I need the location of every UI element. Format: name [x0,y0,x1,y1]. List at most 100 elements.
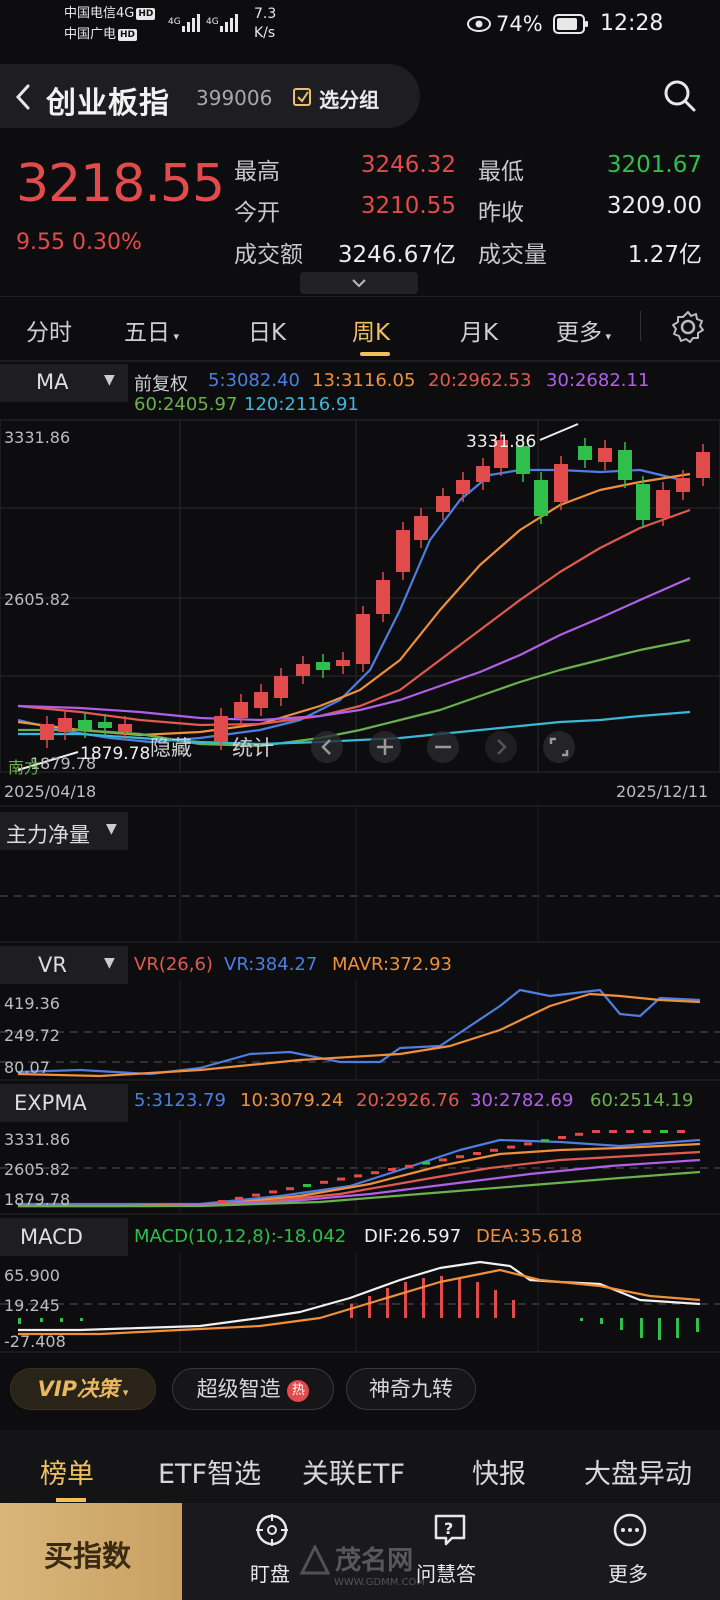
vr-line [17,988,701,1076]
candle [676,478,690,492]
zoom-in-button[interactable] [368,730,402,768]
low-marker: 1879.78 [80,744,151,764]
add-group-button[interactable]: 选分组 [292,84,379,113]
expma10-value: 10:3079.24 [240,1090,344,1111]
expma-candle [507,1145,515,1149]
more-icon[interactable] [612,1512,648,1552]
gear-icon [672,311,704,343]
tab-weekly-k[interactable]: 周K [352,320,391,346]
add-group-label: 选分组 [319,88,380,112]
vr-y2: 249.72 [4,1026,60,1045]
high-marker: 3331.86 [466,432,537,452]
ma-indicator-select[interactable]: MA ▼ [0,364,128,402]
tab-ranking[interactable]: 榜单 [40,1459,94,1490]
expma-y2: 2605.82 [4,1160,71,1179]
candle [336,660,350,666]
ma120-value: 120:2116.91 [244,394,359,415]
macd-indicator-select[interactable]: MACD [0,1218,128,1256]
watermark-logo-icon [299,1543,331,1575]
candle [554,464,568,502]
macd-bar-up [386,1288,389,1318]
tab-related-etf[interactable]: 关联ETF [302,1459,406,1490]
expma60-line [18,1170,701,1208]
macd-bar-down [658,1318,661,1340]
back-button[interactable] [10,80,38,118]
candle [656,490,670,518]
tab-market-alert[interactable]: 大盘异动 [584,1459,692,1490]
battery-percent: 74% [496,12,543,36]
expma-candle [558,1136,566,1139]
macd-bar-down [580,1318,583,1321]
date-start: 2025/04/18 [4,782,97,801]
magic-nine-button[interactable]: 神奇九转 [346,1368,476,1410]
svg-text:4G: 4G [206,17,219,27]
tab-more[interactable]: 更多 ▾ [556,320,612,346]
candle [214,716,228,742]
ma20-value: 20:2962.53 [428,370,532,391]
expma-candle [354,1174,362,1178]
candle [396,530,410,572]
macd-bar-down [18,1318,21,1324]
ma13-value: 13:3116.05 [312,370,416,391]
caret-down-icon: ▼ [106,821,117,837]
zoom-out-button[interactable] [426,730,460,768]
y-axis-mid: 2605.82 [4,590,71,609]
expma-candle [405,1164,413,1168]
expma-candle [337,1177,345,1181]
y-axis-top: 3331.86 [4,428,71,447]
expma5-value: 5:3123.79 [134,1090,226,1111]
stats-button[interactable]: 统计 [232,736,274,760]
macd-bar-up [404,1282,407,1318]
low-value: 3201.67 [606,152,702,178]
ma5-value: 5:3082.40 [208,370,300,391]
candle [254,692,268,708]
tab-intraday[interactable]: 分时 [26,320,72,346]
tab-five-day[interactable]: 五日 ▾ [124,320,180,346]
ask-icon[interactable]: ? [432,1512,468,1552]
period-tabs: 分时 五日 ▾ 日K 周K 月K 更多 ▾ [0,296,720,359]
candle [274,676,288,698]
search-button[interactable] [662,78,698,118]
expma-candle [524,1142,532,1146]
tab-divider [640,311,641,341]
expma-candle [626,1130,634,1133]
signal-icon: 4G 4G [168,10,248,42]
settings-button[interactable] [670,309,706,349]
adjust-mode[interactable]: 前复权 [134,374,188,395]
tab-monthly-k[interactable]: 月K [460,320,499,346]
price-change: 9.55 0.30% [16,230,142,255]
scroll-left-button[interactable] [310,730,344,768]
scroll-right-button[interactable] [484,730,518,768]
more-label[interactable]: 更多 [608,1562,648,1586]
amount-value: 3246.67亿 [337,242,456,268]
watch-label[interactable]: 盯盘 [250,1562,290,1586]
tab-etf-select[interactable]: ETF智选 [158,1459,262,1490]
tab-flash[interactable]: 快报 [472,1459,526,1490]
smart-manufacture-button[interactable]: 超级智造 热 [172,1368,334,1410]
page-title: 创业板指 [46,86,170,121]
fullscreen-button[interactable] [542,730,576,768]
candle [636,484,650,520]
plus-icon [369,731,401,763]
candle [456,480,470,494]
candle [234,702,248,718]
fullscreen-icon [543,731,575,763]
hide-button[interactable]: 隐藏 [150,736,192,760]
buy-index-button[interactable]: 买指数 [0,1503,182,1600]
expma-candle [303,1184,311,1187]
expma-indicator-select[interactable]: EXPMA [0,1084,128,1122]
macd-bar-up [422,1278,425,1318]
expma-candle [439,1158,447,1162]
candle [118,724,132,732]
expma-candle [490,1148,498,1152]
watch-icon[interactable] [254,1512,290,1552]
vip-decision-button[interactable]: VIP决策 ▾ [10,1368,156,1410]
main-force-select[interactable]: 主力净量 ▼ [0,812,128,850]
ask-label[interactable]: 问慧答 [416,1562,476,1586]
expand-quote-button[interactable] [300,272,418,294]
low-label: 最低 [478,159,524,185]
tab-daily-k[interactable]: 日K [248,320,287,346]
vr-indicator-select[interactable]: VR ▼ [0,946,128,984]
candle [58,718,72,732]
divider [0,360,720,362]
